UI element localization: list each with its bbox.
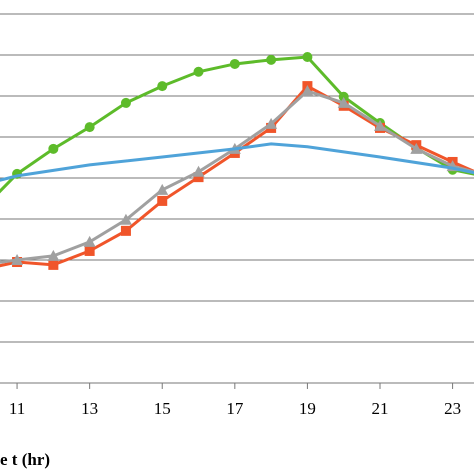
series-line: [0, 55, 474, 194]
marker: [265, 117, 278, 129]
x-tick-label: 11: [9, 399, 25, 418]
marker: [157, 195, 168, 206]
x-tick-label: 17: [226, 399, 244, 418]
marker: [157, 81, 168, 92]
marker: [192, 165, 205, 177]
marker: [83, 235, 96, 247]
marker: [48, 143, 59, 154]
x-tick-label: 23: [444, 399, 461, 418]
x-tick-label: 21: [371, 399, 388, 418]
x-tick-label: 15: [154, 399, 171, 418]
series-line: [0, 142, 474, 182]
marker: [301, 85, 314, 97]
x-axis-label: e t (hr): [0, 450, 50, 469]
marker: [156, 183, 169, 195]
marker: [11, 253, 24, 265]
marker: [120, 97, 131, 108]
marker: [373, 119, 386, 131]
marker: [48, 259, 59, 270]
marker: [302, 51, 313, 62]
marker: [84, 122, 95, 133]
marker: [193, 66, 204, 77]
marker: [120, 225, 131, 236]
marker: [119, 213, 132, 225]
x-tick-label: 19: [299, 399, 316, 418]
marker: [337, 96, 350, 108]
marker: [410, 142, 423, 154]
marker: [193, 172, 204, 183]
x-tick-label: 13: [81, 399, 98, 418]
marker: [266, 54, 277, 65]
marker: [338, 91, 349, 102]
marker: [84, 245, 95, 256]
marker: [229, 58, 240, 69]
marker: [47, 249, 60, 261]
